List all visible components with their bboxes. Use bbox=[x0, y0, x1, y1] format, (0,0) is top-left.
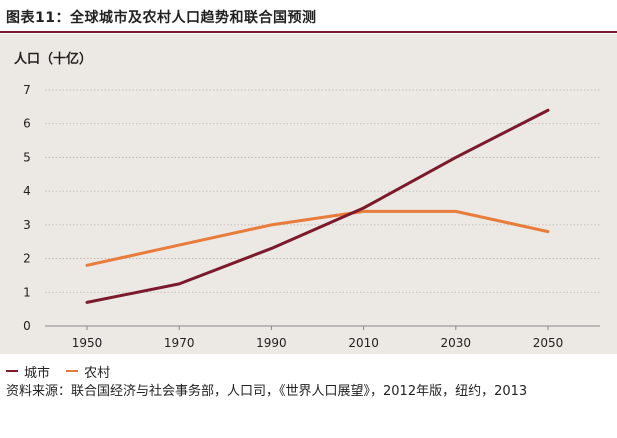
x-tick-labels: 1950 1970 1990 2010 2030 2050 bbox=[72, 326, 564, 350]
series-line-rural bbox=[85, 209, 550, 267]
x-tick-label: 2050 bbox=[533, 336, 564, 350]
figure-header: 图表11：全球城市及农村人口趋势和联合国预测 bbox=[0, 0, 617, 33]
legend-label-urban: 城市 bbox=[24, 365, 51, 381]
legend-swatch-rural bbox=[66, 370, 79, 372]
series-line-urban bbox=[85, 108, 550, 304]
legend-item-rural: 农村 bbox=[66, 362, 110, 381]
y-tick-label: 4 bbox=[23, 184, 31, 198]
source-note: 资料来源：联合国经济与社会事务部，人口司，《世界人口展望》，2012年版，纽约，… bbox=[6, 384, 528, 399]
legend-swatch-urban bbox=[6, 370, 18, 372]
y-tick-label: 5 bbox=[23, 150, 31, 164]
y-tick-label: 6 bbox=[23, 117, 31, 131]
legend-item-urban: 城市 bbox=[6, 362, 50, 381]
legend: 城市 农村 bbox=[6, 361, 122, 381]
y-tick-label: 0 bbox=[23, 319, 31, 333]
x-tick-label: 1990 bbox=[256, 336, 287, 350]
y-tick-label: 1 bbox=[23, 285, 31, 299]
y-axis-label: 人口（十亿） bbox=[14, 51, 92, 67]
series-lines bbox=[85, 108, 550, 304]
figure-title: 图表11：全球城市及农村人口趋势和联合国预测 bbox=[6, 10, 317, 26]
legend-label-rural: 农村 bbox=[84, 365, 111, 381]
header-rule bbox=[0, 31, 617, 33]
y-tick-label: 2 bbox=[23, 252, 31, 266]
y-tick-label: 3 bbox=[23, 218, 31, 232]
y-tick-labels: 0 1 2 3 4 5 6 7 bbox=[23, 83, 31, 333]
x-tick-label: 2030 bbox=[441, 336, 472, 350]
x-tick-label: 1950 bbox=[72, 336, 103, 350]
x-tick-label: 2010 bbox=[348, 336, 379, 350]
x-tick-label: 1970 bbox=[164, 336, 195, 350]
y-tick-label: 7 bbox=[23, 83, 31, 97]
